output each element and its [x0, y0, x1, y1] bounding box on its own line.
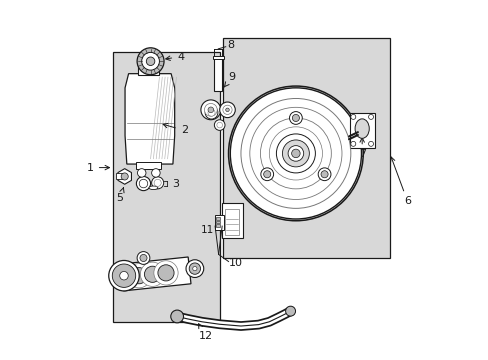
Circle shape [350, 141, 355, 146]
Text: 12: 12 [198, 324, 212, 341]
Circle shape [368, 114, 373, 120]
Circle shape [158, 265, 174, 281]
Text: 5: 5 [116, 188, 124, 203]
Circle shape [201, 100, 220, 120]
Circle shape [127, 264, 151, 288]
Circle shape [192, 266, 197, 271]
Circle shape [223, 105, 232, 114]
Ellipse shape [354, 119, 368, 138]
Circle shape [260, 168, 273, 181]
Bar [224, 210, 239, 235]
Circle shape [170, 310, 183, 323]
Circle shape [142, 53, 159, 70]
Circle shape [320, 171, 327, 178]
Bar [215, 215, 224, 230]
Circle shape [108, 260, 139, 291]
Polygon shape [121, 257, 191, 291]
Circle shape [285, 306, 295, 316]
Bar [223, 38, 389, 258]
Circle shape [219, 102, 235, 118]
Text: 1: 1 [87, 163, 109, 172]
Circle shape [121, 173, 128, 180]
Text: 8: 8 [226, 40, 233, 50]
Bar [349, 113, 374, 148]
Circle shape [276, 134, 315, 173]
Bar [214, 58, 222, 91]
Circle shape [185, 260, 203, 278]
Bar [136, 162, 161, 169]
Bar [212, 56, 224, 59]
Circle shape [287, 145, 303, 161]
Polygon shape [118, 168, 131, 184]
Circle shape [137, 48, 163, 75]
Circle shape [144, 266, 160, 282]
Circle shape [225, 108, 229, 112]
Circle shape [207, 109, 215, 116]
Circle shape [139, 179, 147, 188]
Text: 2: 2 [163, 123, 187, 135]
Text: 4: 4 [165, 51, 184, 62]
Circle shape [228, 86, 363, 221]
Circle shape [291, 149, 300, 158]
Text: 10: 10 [228, 258, 242, 268]
Bar [116, 173, 123, 179]
Circle shape [136, 176, 150, 191]
Circle shape [146, 57, 155, 66]
Circle shape [318, 168, 330, 181]
Circle shape [140, 255, 147, 261]
Circle shape [151, 168, 160, 177]
Circle shape [214, 120, 224, 130]
Circle shape [131, 267, 147, 284]
Circle shape [137, 168, 145, 177]
Ellipse shape [149, 186, 158, 190]
Bar [216, 221, 219, 223]
Circle shape [230, 88, 361, 219]
Circle shape [216, 122, 222, 128]
Circle shape [350, 114, 355, 120]
Bar [138, 61, 159, 76]
Circle shape [189, 263, 200, 274]
Circle shape [112, 264, 135, 287]
Polygon shape [125, 74, 174, 164]
Bar [216, 217, 219, 220]
Text: 9: 9 [224, 72, 235, 87]
Circle shape [120, 271, 128, 280]
Circle shape [282, 140, 309, 167]
Circle shape [289, 112, 302, 124]
Bar [113, 53, 219, 322]
Text: 11: 11 [201, 225, 214, 235]
Bar [216, 224, 219, 227]
Circle shape [154, 261, 178, 285]
Circle shape [207, 107, 213, 113]
Circle shape [205, 106, 218, 119]
Text: 7: 7 [358, 138, 365, 159]
Text: 6: 6 [390, 157, 410, 206]
Circle shape [263, 171, 270, 178]
Circle shape [292, 114, 299, 122]
Circle shape [140, 262, 164, 287]
Text: 3: 3 [171, 179, 179, 189]
Circle shape [151, 177, 163, 189]
Circle shape [368, 141, 373, 146]
Circle shape [154, 179, 161, 186]
Circle shape [137, 252, 149, 264]
Bar [222, 203, 243, 238]
Circle shape [204, 103, 217, 116]
